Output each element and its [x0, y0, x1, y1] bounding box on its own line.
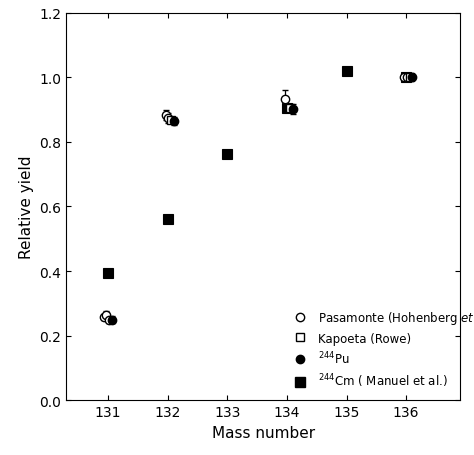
- X-axis label: Mass number: Mass number: [211, 425, 315, 440]
- Legend: Pasamonte (Hohenberg $et\ al$.), Kapoeta (Rowe), $^{244}$Pu, $^{244}$Cm ( Manuel: Pasamonte (Hohenberg $et\ al$.), Kapoeta…: [289, 309, 474, 389]
- Y-axis label: Relative yield: Relative yield: [19, 156, 34, 258]
